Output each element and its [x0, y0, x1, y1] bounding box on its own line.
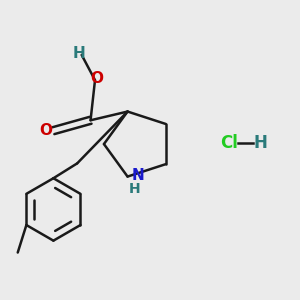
Text: Cl: Cl	[220, 134, 238, 152]
Text: H: H	[128, 182, 140, 196]
Text: O: O	[40, 123, 52, 138]
Text: H: H	[254, 134, 268, 152]
Text: N: N	[132, 168, 145, 183]
Text: H: H	[72, 46, 85, 61]
Text: O: O	[90, 71, 103, 86]
